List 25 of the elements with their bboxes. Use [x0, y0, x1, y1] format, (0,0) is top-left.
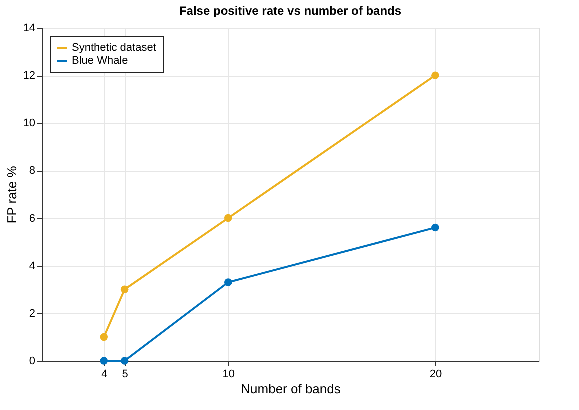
point [120, 357, 129, 365]
y-tick-label: 12 [23, 70, 36, 82]
x-tick-label: 5 [122, 368, 128, 380]
point [224, 214, 232, 222]
x-tick-label: 4 [102, 368, 108, 380]
point [100, 357, 108, 365]
point [224, 278, 232, 286]
y-axis-title: FP rate % [4, 166, 20, 224]
legend-label: Blue Whale [72, 55, 128, 67]
y-tick-label: 14 [23, 22, 36, 34]
point [100, 333, 108, 342]
point [432, 224, 440, 232]
y-tick-label: 0 [29, 356, 36, 368]
point [120, 286, 129, 294]
y-tick-label: 10 [23, 118, 36, 130]
x-axis-title: Number of bands [241, 382, 342, 396]
x-tick-label: 10 [222, 368, 235, 380]
x-tick-label: 20 [430, 368, 442, 380]
chart-title: False positive rate vs number of bands [179, 4, 402, 18]
y-tick-label: 2 [29, 308, 36, 320]
y-tick-label: 8 [29, 165, 36, 178]
point [432, 72, 440, 80]
legend-label: Synthetic dataset [72, 42, 156, 54]
y-tick-label: 4 [29, 260, 36, 272]
y-tick-label: 6 [29, 212, 36, 225]
